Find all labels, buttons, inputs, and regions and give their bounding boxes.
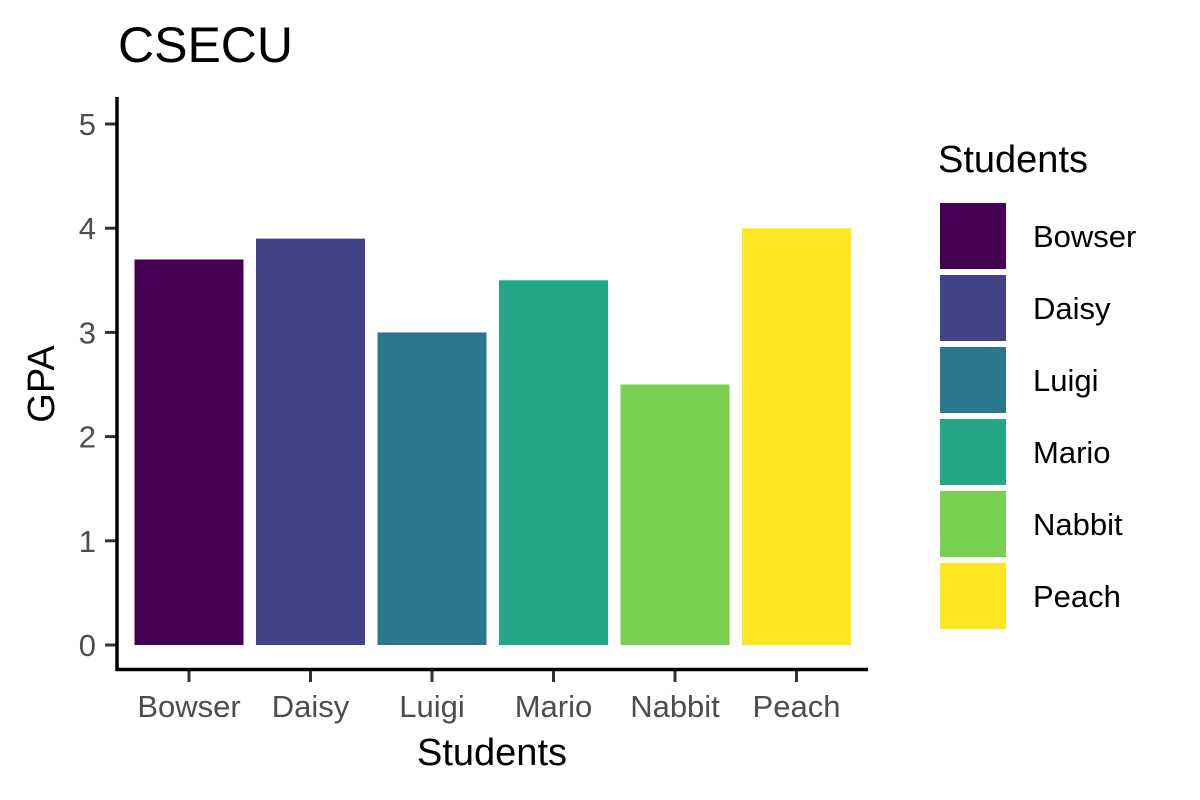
x-axis-title: Students: [417, 732, 567, 774]
legend-label: Bowser: [1033, 219, 1136, 254]
legend-key-daisy: [940, 275, 1006, 341]
x-tick-label: Nabbit: [630, 689, 720, 724]
x-axis-ticks: Bowser Daisy Luigi Mario Nabbit Peach: [137, 669, 840, 724]
legend-key-nabbit: [940, 491, 1006, 557]
y-axis-title: GPA: [21, 345, 63, 423]
legend-key-bowser: [940, 203, 1006, 269]
y-tick-label: 3: [79, 315, 96, 350]
bar-mario: [499, 280, 608, 645]
y-tick-label: 0: [79, 628, 96, 663]
legend-title: Students: [938, 139, 1088, 181]
y-tick-label: 4: [79, 211, 96, 246]
legend-key-mario: [940, 419, 1006, 485]
bar-luigi: [377, 332, 487, 645]
bar-nabbit: [620, 384, 730, 645]
y-tick-label: 2: [79, 420, 96, 455]
legend-label: Luigi: [1033, 363, 1099, 398]
legend-label: Mario: [1033, 435, 1111, 470]
legend: Students Bowser Daisy Luigi Mario Nabbit Peac…: [938, 139, 1136, 629]
bars: [134, 228, 851, 645]
x-tick-label: Luigi: [399, 689, 465, 724]
x-tick-label: Mario: [515, 689, 593, 724]
y-axis-ticks: 0 1 2 3 4 5: [79, 107, 117, 663]
legend-items: Bowser Daisy Luigi Mario Nabbit Peach: [940, 203, 1136, 629]
legend-label: Peach: [1033, 579, 1121, 614]
bar-peach: [742, 228, 851, 645]
legend-label: Nabbit: [1033, 507, 1123, 542]
legend-key-luigi: [940, 347, 1006, 413]
legend-label: Daisy: [1033, 291, 1111, 326]
y-tick-label: 1: [79, 524, 96, 559]
x-tick-label: Daisy: [272, 689, 350, 724]
bar-bowser: [134, 259, 244, 645]
bar-daisy: [256, 238, 365, 645]
y-tick-label: 5: [79, 107, 96, 142]
x-tick-label: Bowser: [137, 689, 240, 724]
legend-key-peach: [940, 563, 1006, 629]
x-tick-label: Peach: [753, 689, 841, 724]
chart-title: CSECU: [118, 17, 293, 73]
